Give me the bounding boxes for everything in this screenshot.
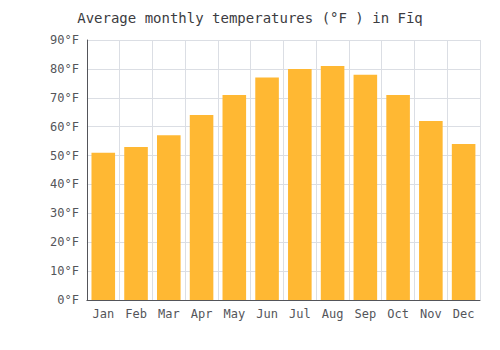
svg-text:40°F: 40°F [50, 177, 79, 191]
svg-text:20°F: 20°F [50, 235, 79, 249]
svg-text:30°F: 30°F [50, 206, 79, 220]
svg-text:Mar: Mar [158, 307, 180, 321]
svg-text:90°F: 90°F [50, 33, 79, 47]
svg-text:Aug: Aug [322, 307, 344, 321]
svg-text:0°F: 0°F [57, 293, 79, 307]
svg-text:70°F: 70°F [50, 91, 79, 105]
svg-text:60°F: 60°F [50, 120, 79, 134]
svg-text:Sep: Sep [355, 307, 377, 321]
svg-text:80°F: 80°F [50, 62, 79, 76]
svg-text:Average monthly temperatures (: Average monthly temperatures (°F ) in Fī… [77, 10, 423, 26]
svg-text:Feb: Feb [125, 307, 147, 321]
svg-text:Dec: Dec [453, 307, 475, 321]
svg-text:Apr: Apr [191, 307, 213, 321]
svg-text:50°F: 50°F [50, 149, 79, 163]
svg-text:10°F: 10°F [50, 264, 79, 278]
svg-text:Oct: Oct [387, 307, 409, 321]
svg-text:Jul: Jul [289, 307, 311, 321]
svg-text:Nov: Nov [420, 307, 442, 321]
svg-text:May: May [223, 307, 245, 321]
svg-text:Jun: Jun [256, 307, 278, 321]
svg-text:Jan: Jan [92, 307, 114, 321]
